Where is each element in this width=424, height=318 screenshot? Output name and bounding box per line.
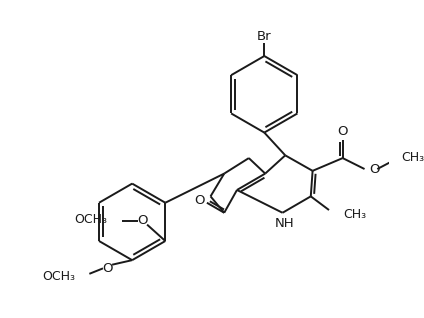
Text: NH: NH [275,217,294,230]
Text: O: O [102,262,113,275]
Text: OCH₃: OCH₃ [74,213,107,226]
Text: CH₃: CH₃ [343,208,367,221]
Text: O: O [194,194,205,206]
Text: OCH₃: OCH₃ [42,270,75,283]
Text: O: O [338,125,348,138]
Text: Br: Br [257,31,272,43]
Text: CH₃: CH₃ [401,151,424,164]
Text: O: O [369,162,379,176]
Text: O: O [137,214,148,226]
